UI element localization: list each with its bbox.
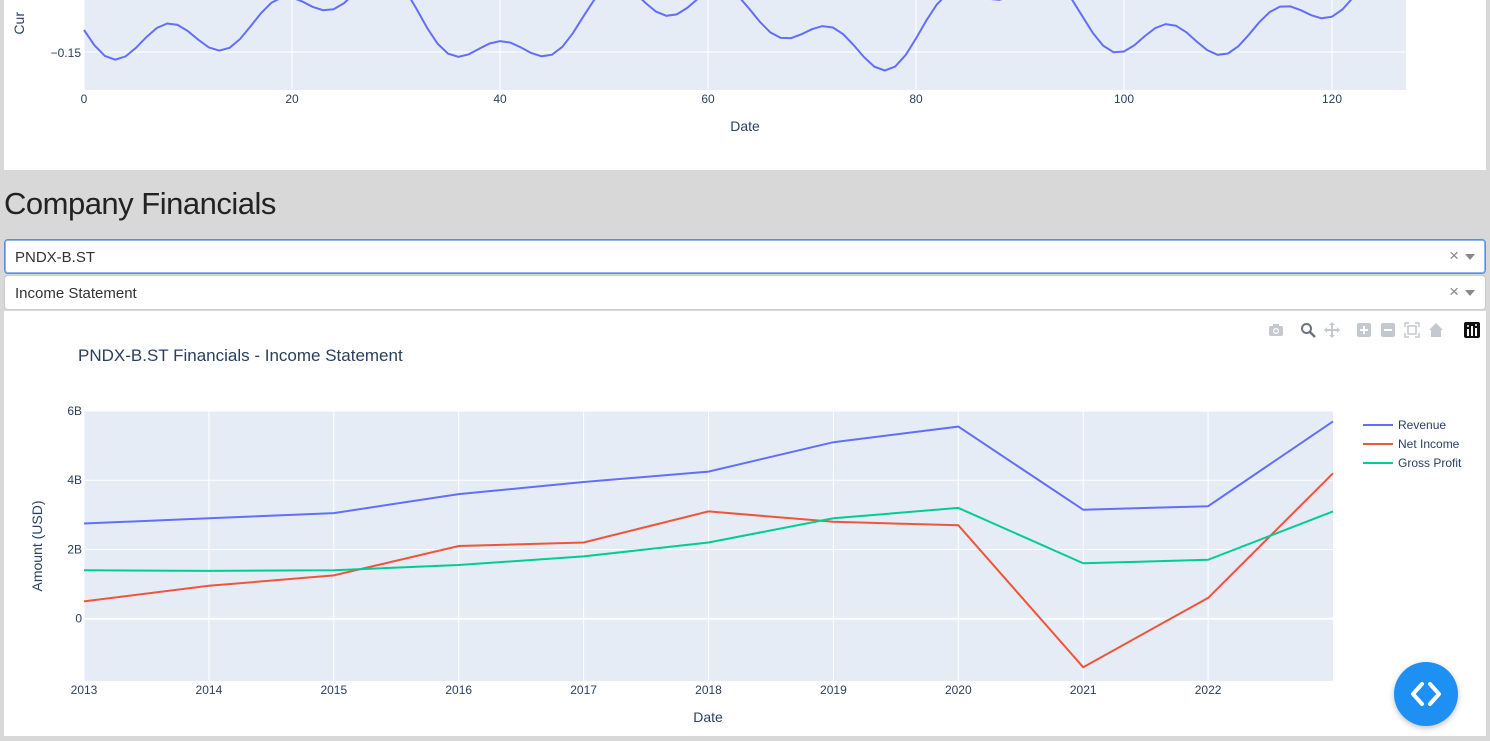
zoom-icon[interactable] [1300, 322, 1316, 338]
ticker-clear-icon[interactable]: × [1449, 246, 1459, 265]
top-y-tick-label: −0.15 [51, 46, 82, 60]
autoscale-icon[interactable] [1404, 322, 1420, 338]
plotly-logo-icon[interactable] [1464, 322, 1480, 338]
financials-chart-card: PNDX-B.ST Financials - Income Statement … [4, 311, 1486, 736]
x-tick-label: 2022 [1195, 683, 1222, 697]
financials-chart[interactable]: PNDX-B.ST Financials - Income Statement … [4, 311, 1486, 736]
x-tick-label: 2017 [570, 683, 597, 697]
ticker-dropdown-value: PNDX-B.ST [15, 249, 96, 266]
statement-dropdown[interactable]: Income Statement × [4, 275, 1486, 310]
x-tick-label: 2013 [71, 683, 98, 697]
top-y-axis-label: Cur [11, 12, 27, 35]
chart-legend[interactable]: Revenue Net Income Gross Profit [1363, 418, 1462, 470]
series-line-revenue[interactable] [83, 420, 1334, 525]
zoom-in-icon[interactable] [1356, 322, 1372, 338]
legend-item-net-income[interactable]: Net Income [1363, 437, 1460, 451]
x-axis-label: Date [693, 709, 723, 725]
chart-title: PNDX-B.ST Financials - Income Statement [78, 346, 403, 365]
top-x-tick-label: 80 [909, 92, 923, 106]
x-tick-label: 2016 [445, 683, 472, 697]
ticker-chevron-down-icon[interactable] [1465, 254, 1475, 260]
series-line-net-income[interactable] [83, 472, 1334, 669]
top-x-tick-label: 120 [1322, 92, 1342, 106]
zoom-out-icon[interactable] [1380, 322, 1396, 338]
statement-chevron-down-icon[interactable] [1465, 290, 1475, 296]
section-title: Company Financials [4, 186, 276, 221]
series-line-gross-profit[interactable] [83, 506, 1334, 572]
top-chart[interactable]: Cur −0.15 0 20 40 60 80 100 120 Date [4, 0, 1486, 170]
x-tick-label: 2018 [695, 683, 722, 697]
top-x-tick-label: 60 [701, 92, 715, 106]
top-x-tick-label: 0 [81, 92, 88, 106]
x-tick-label: 2019 [820, 683, 847, 697]
top-plot-area [84, 0, 1406, 90]
top-x-tick-label: 40 [493, 92, 507, 106]
code-toggle-button[interactable] [1394, 662, 1458, 726]
top-x-tick-label: 100 [1114, 92, 1134, 106]
statement-dropdown-value: Income Statement [15, 285, 137, 302]
top-x-tick-label: 20 [285, 92, 299, 106]
y-tick-label: 4B [67, 473, 82, 487]
legend-label: Gross Profit [1398, 456, 1462, 470]
x-tick-label: 2015 [320, 683, 347, 697]
pan-icon[interactable] [1324, 322, 1340, 338]
top-chart-card: Cur −0.15 0 20 40 60 80 100 120 Date [4, 0, 1486, 170]
legend-item-revenue[interactable]: Revenue [1363, 418, 1446, 432]
y-tick-label: 0 [75, 612, 82, 626]
statement-clear-icon[interactable]: × [1449, 282, 1459, 301]
legend-item-gross-profit[interactable]: Gross Profit [1363, 456, 1462, 470]
y-tick-label: 2B [67, 542, 82, 556]
y-tick-label: 6B [67, 404, 82, 418]
legend-label: Revenue [1398, 418, 1446, 432]
y-axis-label: Amount (USD) [29, 500, 45, 591]
top-chart-series-line [83, 0, 1353, 72]
reset-axes-icon[interactable] [1428, 322, 1444, 338]
top-x-axis-label: Date [730, 118, 760, 134]
x-tick-label: 2021 [1070, 683, 1097, 697]
x-tick-label: 2020 [945, 683, 972, 697]
code-icon [1411, 682, 1441, 706]
x-tick-label: 2014 [196, 683, 223, 697]
chart-modebar [1268, 322, 1480, 338]
legend-label: Net Income [1398, 437, 1460, 451]
ticker-dropdown[interactable]: PNDX-B.ST × [4, 239, 1486, 274]
camera-icon[interactable] [1268, 322, 1284, 338]
